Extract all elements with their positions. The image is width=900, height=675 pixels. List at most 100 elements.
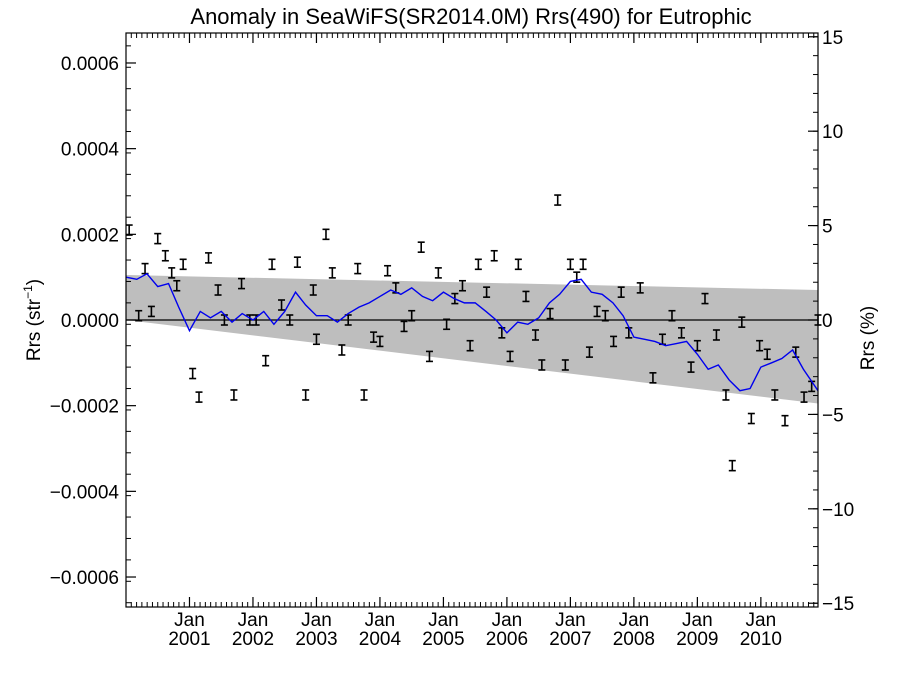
data-point	[585, 346, 593, 358]
series-line	[125, 272, 819, 392]
data-point	[322, 228, 330, 241]
data-point	[781, 414, 789, 427]
x-tick-label-year: 2004	[359, 629, 402, 650]
y-tick-label-right: 10	[822, 122, 843, 143]
y-tick-label-right: −5	[822, 405, 844, 426]
data-point	[230, 389, 238, 401]
y-tick-label-left: −0.0004	[50, 482, 120, 503]
data-point	[561, 359, 569, 371]
data-point	[417, 241, 425, 253]
x-tick-label-month: Jan	[555, 610, 586, 631]
x-tick-label-year: 2001	[168, 629, 210, 650]
data-point	[756, 339, 764, 352]
x-tick-label-year: 2009	[676, 629, 718, 650]
x-tick-label-month: Jan	[365, 610, 396, 631]
data-point	[593, 305, 601, 318]
y-axis-right-label: Rrs (%)	[858, 306, 879, 370]
uncertainty-band	[126, 275, 818, 404]
y-tick-label-left: −0.0002	[50, 397, 119, 418]
y-tick-label-left: 0.0004	[61, 140, 120, 161]
chart-title: Anomaly in SeaWiFS(SR2014.0M) Rrs(490) f…	[190, 4, 751, 29]
y-tick-label-right: −10	[822, 500, 854, 521]
data-point	[617, 286, 625, 298]
data-point	[668, 309, 676, 322]
data-point	[610, 335, 618, 348]
y-tick-label-right: 15	[822, 28, 843, 49]
data-point	[360, 389, 368, 401]
x-tick-label-year: 2006	[486, 629, 528, 650]
data-point	[490, 249, 498, 262]
y-axis-left-label-main: Rrs (str	[24, 298, 45, 361]
x-tick-label-month: Jan	[746, 610, 777, 631]
data-point	[195, 391, 203, 403]
data-point	[238, 277, 246, 290]
data-point	[173, 279, 181, 292]
data-point	[763, 348, 771, 361]
data-point	[168, 267, 176, 279]
data-point	[400, 320, 408, 333]
data-point	[312, 333, 320, 346]
x-tick-label-year: 2008	[613, 629, 655, 650]
data-point	[701, 292, 709, 305]
plot-area: 0.0006 0.0004 0.0002 0.0000 −0.0002 −0.0004 −0…	[50, 28, 854, 650]
data-point	[278, 299, 286, 311]
data-point	[443, 318, 451, 331]
data-point	[384, 264, 392, 277]
data-point	[370, 331, 378, 343]
data-point	[546, 307, 554, 320]
data-point	[425, 350, 433, 363]
data-point	[309, 284, 317, 296]
x-tick-label-year: 2007	[549, 629, 591, 650]
x-tick-label-month: Jan	[301, 610, 332, 631]
y-axis-left-label-close: )	[24, 279, 45, 285]
data-point	[328, 267, 336, 279]
x-tick-label-year: 2005	[422, 629, 464, 650]
data-point	[376, 335, 384, 348]
y-tick-label-right: −15	[822, 594, 854, 615]
y-tick-label-left: 0.0006	[61, 54, 119, 75]
y-tick-label-right: 0	[822, 311, 833, 332]
data-point	[636, 282, 644, 294]
data-point	[800, 391, 808, 403]
x-tick-label-year: 2003	[295, 629, 337, 650]
y-tick-label-right: 5	[822, 217, 833, 238]
y-axis-left-label: Rrs (str−1)	[21, 279, 45, 361]
y-tick-label-left: −0.0006	[50, 568, 119, 589]
data-point	[141, 262, 149, 275]
data-point	[154, 232, 162, 245]
data-point	[601, 309, 609, 322]
data-point	[302, 389, 310, 401]
data-point	[268, 258, 276, 271]
data-point	[514, 258, 522, 271]
data-point	[125, 224, 133, 236]
data-point	[408, 309, 416, 322]
data-point	[771, 389, 779, 401]
data-point	[147, 305, 155, 318]
data-point	[354, 262, 362, 275]
x-tick-label-year: 2002	[232, 629, 274, 650]
data-point	[286, 314, 294, 326]
data-point	[262, 354, 270, 367]
data-point	[161, 249, 169, 262]
x-tick-label-month: Jan	[238, 610, 269, 631]
data-point	[214, 284, 222, 296]
data-point	[687, 361, 695, 373]
y-tick-label-left: 0.0000	[61, 311, 119, 332]
data-point	[246, 314, 254, 326]
data-point	[649, 372, 657, 384]
x-tick-label-month: Jan	[682, 610, 713, 631]
data-point	[466, 339, 474, 352]
data-point	[712, 329, 720, 341]
data-point	[189, 367, 197, 380]
data-point	[135, 309, 143, 322]
x-tick-label-month: Jan	[492, 610, 523, 631]
y-axis-left-label-sup: −1	[21, 285, 35, 299]
data-point	[738, 316, 746, 328]
x-tick-label-month: Jan	[428, 610, 459, 631]
data-point	[434, 267, 442, 279]
y-tick-label-left: 0.0002	[61, 225, 119, 246]
data-point	[722, 389, 730, 401]
data-point	[531, 329, 539, 341]
data-point	[554, 194, 562, 206]
